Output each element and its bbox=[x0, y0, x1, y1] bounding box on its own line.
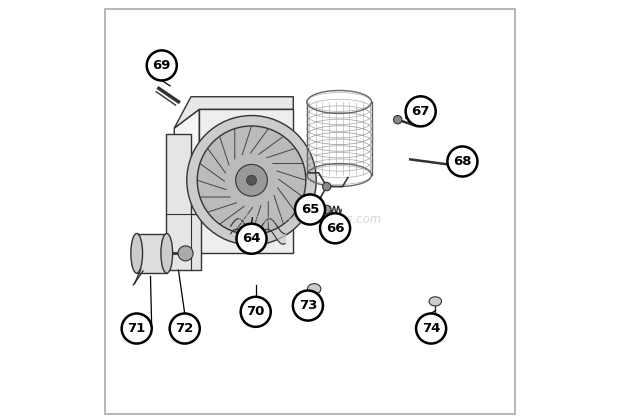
Text: eReplacementParts.com: eReplacementParts.com bbox=[238, 213, 382, 226]
Circle shape bbox=[448, 147, 477, 176]
Ellipse shape bbox=[429, 297, 441, 306]
Circle shape bbox=[236, 224, 267, 254]
Ellipse shape bbox=[131, 233, 143, 273]
Circle shape bbox=[394, 116, 402, 124]
Bar bbox=[136, 233, 167, 273]
Circle shape bbox=[295, 194, 325, 225]
Text: 67: 67 bbox=[412, 105, 430, 118]
Text: 65: 65 bbox=[301, 203, 319, 216]
Polygon shape bbox=[166, 134, 202, 270]
Circle shape bbox=[187, 116, 316, 245]
Circle shape bbox=[322, 205, 331, 214]
Text: 72: 72 bbox=[175, 322, 194, 335]
Circle shape bbox=[122, 313, 152, 344]
Circle shape bbox=[322, 182, 331, 191]
Ellipse shape bbox=[161, 233, 172, 273]
Polygon shape bbox=[174, 97, 293, 128]
Circle shape bbox=[236, 164, 267, 196]
Circle shape bbox=[320, 213, 350, 243]
Circle shape bbox=[197, 126, 306, 235]
Circle shape bbox=[405, 96, 436, 127]
Text: 69: 69 bbox=[153, 59, 171, 72]
Circle shape bbox=[170, 313, 200, 344]
Text: 64: 64 bbox=[242, 232, 261, 245]
Text: 73: 73 bbox=[299, 299, 317, 312]
Circle shape bbox=[247, 175, 257, 185]
Circle shape bbox=[293, 290, 323, 321]
Ellipse shape bbox=[308, 284, 321, 294]
Circle shape bbox=[241, 297, 271, 327]
Circle shape bbox=[178, 246, 193, 261]
Polygon shape bbox=[174, 109, 200, 270]
Polygon shape bbox=[200, 109, 293, 253]
Text: 74: 74 bbox=[422, 322, 440, 335]
Text: 70: 70 bbox=[247, 305, 265, 318]
Text: 68: 68 bbox=[453, 155, 472, 168]
Text: 66: 66 bbox=[326, 222, 344, 235]
Circle shape bbox=[416, 313, 446, 344]
Text: 71: 71 bbox=[128, 322, 146, 335]
Circle shape bbox=[147, 50, 177, 80]
